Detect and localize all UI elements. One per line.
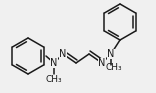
Text: N: N [59, 49, 67, 59]
Text: N: N [98, 58, 106, 68]
Text: CH₃: CH₃ [46, 74, 62, 84]
Text: N: N [107, 49, 115, 59]
Text: N: N [50, 58, 58, 68]
Text: CH₃: CH₃ [106, 64, 122, 73]
